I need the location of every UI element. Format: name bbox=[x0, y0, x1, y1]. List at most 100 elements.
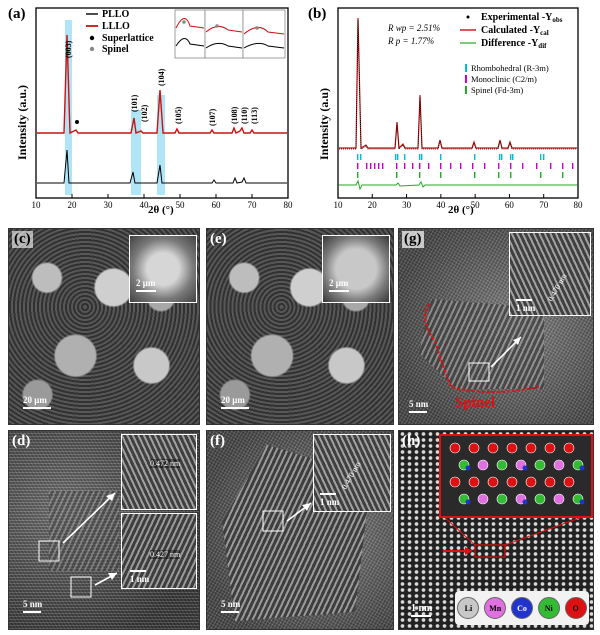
atom-legend-ni: Ni bbox=[537, 597, 560, 619]
rhombo-marker-2 bbox=[395, 154, 397, 160]
panel-d-label: (d) bbox=[12, 433, 31, 449]
panel-f-inset-scalebar bbox=[320, 493, 336, 495]
spinel-boundary-path bbox=[424, 303, 540, 393]
panel-h-zoom-inset bbox=[439, 434, 593, 518]
rhombo-marker-7 bbox=[440, 154, 442, 160]
panel-g-scale: 5 nm bbox=[409, 399, 429, 409]
panel-h-atom-model bbox=[449, 442, 585, 505]
legend-dif: Difference -Ydif bbox=[481, 38, 547, 50]
mono-marker-18 bbox=[522, 163, 524, 169]
inset-spinel-dot-2 bbox=[215, 24, 219, 28]
legend-lllo: LLLO bbox=[102, 21, 130, 32]
panel-c-scalebar bbox=[23, 407, 51, 409]
mono-marker-1 bbox=[366, 163, 368, 169]
highlight-band-104 bbox=[157, 95, 165, 195]
panel-d-grain bbox=[49, 491, 119, 571]
model-co-12 bbox=[522, 465, 528, 471]
panel-h-haadf: (h) 1 nm Li Mn Co Ni O bbox=[398, 430, 594, 630]
peak-label-102: (102) bbox=[140, 104, 149, 122]
legend-rhombohedral: Rhombohedral (R-3m) bbox=[471, 63, 549, 73]
panel-b-ticklabel-20: 20 bbox=[368, 200, 378, 210]
mono-marker-21 bbox=[562, 163, 564, 169]
inset-box-2 bbox=[204, 9, 244, 59]
atom-legend-li: Li bbox=[457, 597, 480, 619]
legend-spinel: Spinel bbox=[102, 44, 129, 55]
panel-a-xlabel: 2θ (°) bbox=[148, 204, 174, 215]
panel-b-ylabel: Intensity (a.u) bbox=[317, 88, 331, 160]
panel-g-spacing: 0.470 nm bbox=[545, 272, 569, 303]
model-atom-13 bbox=[534, 459, 546, 471]
pllo-trace bbox=[37, 149, 287, 184]
monoclinic-markers bbox=[357, 163, 574, 169]
highlight-band-003 bbox=[65, 20, 72, 195]
model-atom-4 bbox=[525, 442, 537, 454]
peak-label-107: (107) bbox=[208, 108, 217, 126]
panel-c-inset: 2 μm bbox=[129, 235, 197, 303]
panel-g-inset-scale: 1 nm bbox=[516, 303, 536, 313]
panel-b-ticklabel-60: 60 bbox=[505, 200, 515, 210]
model-co-33 bbox=[579, 499, 585, 505]
obs-trace bbox=[339, 19, 577, 150]
panel-c-scale: 20 μm bbox=[23, 395, 47, 405]
panel-a-ticklabel-60: 60 bbox=[212, 200, 222, 210]
panel-d-scalebar bbox=[23, 611, 41, 613]
panel-h-scalebar bbox=[411, 615, 431, 617]
model-atom-3 bbox=[506, 442, 518, 454]
panel-b-ticklabel-80: 80 bbox=[574, 200, 584, 210]
atom-legend: Li Mn Co Ni O bbox=[455, 591, 589, 625]
model-atom-26 bbox=[477, 493, 489, 505]
panel-a-frame bbox=[35, 7, 289, 199]
panel-f-inset: 0.470 nm 1 nm bbox=[313, 434, 391, 512]
legend-spinel-swatch bbox=[465, 86, 467, 94]
panel-f-label: (f) bbox=[210, 433, 225, 449]
legend-cal: Calculated -Ycal bbox=[481, 25, 549, 37]
legend-dif-main: Difference -Y bbox=[481, 38, 539, 49]
model-atom-0 bbox=[449, 442, 461, 454]
rhombo-marker-14 bbox=[543, 154, 545, 160]
panel-g-arrowhead bbox=[513, 337, 521, 345]
difference-trace bbox=[339, 179, 577, 191]
spinel-marker-4 bbox=[474, 172, 476, 178]
mono-marker-7 bbox=[404, 163, 406, 169]
panel-b-xlabel: 2θ (°) bbox=[448, 204, 474, 215]
mono-marker-4 bbox=[378, 163, 380, 169]
panel-h-zoom-line-2 bbox=[504, 515, 586, 546]
mono-marker-22 bbox=[572, 163, 574, 169]
rhombo-marker-0 bbox=[357, 154, 359, 160]
rhombo-marker-8 bbox=[474, 154, 476, 160]
legend-superlattice-dot bbox=[89, 35, 95, 41]
superlattice-marker bbox=[75, 120, 79, 124]
spinel-markers bbox=[357, 172, 564, 178]
rhombo-marker-1 bbox=[360, 154, 362, 160]
model-atom-10 bbox=[496, 459, 508, 471]
model-atom-18 bbox=[468, 476, 480, 488]
panel-e-inset: 2 μm bbox=[322, 235, 390, 303]
atom-legend-o: O bbox=[564, 597, 587, 619]
panel-a-xticks: 10 20 30 40 50 60 70 80 bbox=[32, 194, 293, 210]
rhombo-marker-3 bbox=[397, 154, 399, 160]
panel-e-scale: 20 μm bbox=[221, 395, 245, 405]
peak-label-113: (113) bbox=[250, 107, 259, 124]
panel-g-tem: (g) 0.470 nm 1 nm Spinel 5 nm bbox=[398, 228, 594, 425]
atom-legend-mn: Mn bbox=[484, 597, 507, 619]
model-atom-17 bbox=[449, 476, 461, 488]
legend-cal-sub: cal bbox=[540, 29, 549, 37]
rhombo-marker-10 bbox=[501, 154, 503, 160]
model-atom-6 bbox=[563, 442, 575, 454]
inset-spinel-dot-3 bbox=[255, 26, 259, 30]
panel-d-inset-2: 0.427 nm 1 nm bbox=[121, 513, 197, 589]
mono-marker-15 bbox=[484, 163, 486, 169]
panel-d-arrow-1 bbox=[62, 492, 116, 544]
mono-marker-17 bbox=[510, 163, 512, 169]
peak-label-108: (108) bbox=[230, 106, 239, 124]
panel-f-tem: (f) 0.470 nm 1 nm 5 nm bbox=[206, 430, 394, 630]
panel-c-sem: (c) 2 μm 20 μm bbox=[8, 228, 200, 425]
rhombo-marker-11 bbox=[510, 154, 512, 160]
panel-e-label: (e) bbox=[210, 231, 227, 247]
panel-a-label: (a) bbox=[8, 6, 26, 22]
panel-a-ticklabel-10: 10 bbox=[32, 200, 42, 210]
calc-trace bbox=[339, 17, 577, 150]
spinel-marker-0 bbox=[357, 172, 359, 178]
peak-label-110: (110) bbox=[240, 107, 249, 124]
rwp-value: R wp = 2.51% bbox=[387, 23, 440, 33]
